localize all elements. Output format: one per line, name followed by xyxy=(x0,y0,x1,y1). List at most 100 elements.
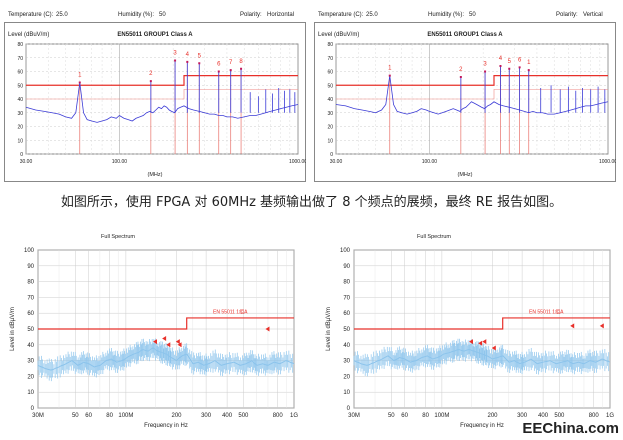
chart-title: Full Spectrum xyxy=(417,234,451,240)
x-tick-label: 1000.00 xyxy=(289,159,306,165)
peak-marker xyxy=(491,345,496,351)
top-right-report: Temperature (C): 25.0 Humidity (%): 50 P… xyxy=(314,6,616,182)
polarity-label: Polarity: xyxy=(556,12,578,18)
x-tick-label: 50 xyxy=(72,413,79,419)
marker-label: 2 xyxy=(149,71,153,77)
marker-label: 3 xyxy=(483,62,487,68)
peak-marker xyxy=(265,326,270,332)
y-tick-label: 80 xyxy=(343,280,350,286)
peak-marker xyxy=(175,339,180,345)
limit-line xyxy=(354,317,610,330)
emission-trace xyxy=(353,349,611,366)
y-tick-label: 10 xyxy=(27,390,34,396)
y-tick-label: 0 xyxy=(347,406,351,412)
y-axis-label: Level in dBµV/m xyxy=(10,307,16,351)
top-left-report: Temperature (C): 25.0 Humidity (%): 50 P… xyxy=(4,6,306,182)
marker-label: 3 xyxy=(173,51,177,57)
y-tick-label: 10 xyxy=(327,138,333,144)
x-axis-label: Frequency in Hz xyxy=(144,423,188,428)
y-tick-label: 70 xyxy=(27,295,34,301)
peak-marker xyxy=(162,335,167,341)
marker-label: 1 xyxy=(527,60,531,66)
y-tick-label: 20 xyxy=(343,374,350,380)
x-tick-label: 500 xyxy=(238,413,249,419)
humidity-label: Humidity (%): xyxy=(428,12,465,18)
x-tick-label: 60 xyxy=(85,413,92,419)
x-tick-label: 1G xyxy=(290,413,298,419)
marker-point xyxy=(217,70,220,73)
marker-label: 6 xyxy=(518,57,522,63)
polarity-value: Vertical xyxy=(583,12,603,18)
x-tick-label: 500 xyxy=(554,413,565,419)
x-tick-label: 200 xyxy=(171,413,182,419)
peak-marker xyxy=(177,342,182,348)
x-tick-label: 1000.00 xyxy=(599,159,616,165)
chart-title: EN55011 GROUP1 Class A xyxy=(117,32,193,38)
marker-point xyxy=(484,70,487,73)
polarity-value: Horizontal xyxy=(267,12,295,18)
x-tick-label: 100.00 xyxy=(112,159,128,165)
marker-point xyxy=(78,81,81,84)
x-tick-label: 30M xyxy=(32,413,44,419)
x-tick-label: 60 xyxy=(401,413,408,419)
marker-label: 1 xyxy=(78,73,82,79)
y-tick-label: 10 xyxy=(17,138,23,144)
humidity-value: 50 xyxy=(159,12,166,18)
marker-point xyxy=(198,62,201,65)
marker-point xyxy=(518,66,521,69)
emission-trace xyxy=(335,75,609,115)
y-tick-label: 30 xyxy=(343,359,350,365)
x-axis-label: (MHz) xyxy=(458,172,473,178)
x-tick-label: 100M xyxy=(434,413,449,419)
y-tick-label: 50 xyxy=(27,327,34,333)
y-tick-label: 20 xyxy=(327,125,333,131)
limit-line-qp xyxy=(336,75,608,86)
x-tick-label: 100.00 xyxy=(422,159,438,165)
limit-label: EN 55011 1组A xyxy=(213,308,248,315)
y-tick-label: 20 xyxy=(27,374,34,380)
humidity-value: 50 xyxy=(469,12,476,18)
y-tick-label: 70 xyxy=(343,295,350,301)
marker-label: 6 xyxy=(217,62,221,68)
marker-point xyxy=(459,76,462,78)
x-tick-label: 80 xyxy=(106,413,113,419)
x-tick-label: 800 xyxy=(273,413,284,419)
x-tick-label: 30.00 xyxy=(330,159,343,165)
limit-label: EN 55011 1组A xyxy=(529,308,564,315)
chart-title: EN55011 GROUP1 Class A xyxy=(427,32,503,38)
x-axis-label: Frequency in Hz xyxy=(460,423,504,428)
y-tick-label: 0 xyxy=(330,152,333,158)
temperature-label: Temperature (C): xyxy=(318,12,364,18)
x-axis-label: (MHz) xyxy=(148,172,163,178)
y-tick-label: 60 xyxy=(343,311,350,317)
y-tick-label: 10 xyxy=(343,390,350,396)
bottom-left-spectrum: Full Spectrum 0 10 20 30 40 50 60 70 80 90 100 30M 50… xyxy=(4,228,302,429)
marker-point xyxy=(149,80,152,83)
y-tick-label: 70 xyxy=(327,56,333,62)
temperature-value: 25.0 xyxy=(56,12,68,18)
peak-marker xyxy=(166,342,171,348)
y-axis-label: Level (dBuV/m) xyxy=(318,32,359,38)
y-tick-label: 80 xyxy=(17,42,23,48)
marker-label: 7 xyxy=(229,60,233,66)
x-tick-label: 30.00 xyxy=(20,159,33,165)
marker-label: 2 xyxy=(459,67,463,73)
x-tick-label: 400 xyxy=(538,413,549,419)
marker-point xyxy=(499,65,502,67)
emission-trace xyxy=(25,82,299,123)
y-axis-label: Level (dBuV/m) xyxy=(8,32,49,38)
x-tick-label: 30M xyxy=(348,413,360,419)
y-tick-label: 0 xyxy=(20,152,23,158)
marker-label: 5 xyxy=(508,59,512,65)
limit-line xyxy=(38,317,294,330)
emission-trace xyxy=(37,347,295,371)
marker-label: 8 xyxy=(239,59,243,65)
x-tick-label: 1G xyxy=(606,413,614,419)
x-tick-label: 80 xyxy=(422,413,429,419)
chart-title: Full Spectrum xyxy=(101,234,135,240)
y-tick-label: 30 xyxy=(327,111,333,117)
y-tick-label: 60 xyxy=(17,70,23,76)
y-tick-label: 50 xyxy=(327,83,333,89)
marker-label: 4 xyxy=(499,56,503,62)
y-tick-label: 60 xyxy=(27,311,34,317)
